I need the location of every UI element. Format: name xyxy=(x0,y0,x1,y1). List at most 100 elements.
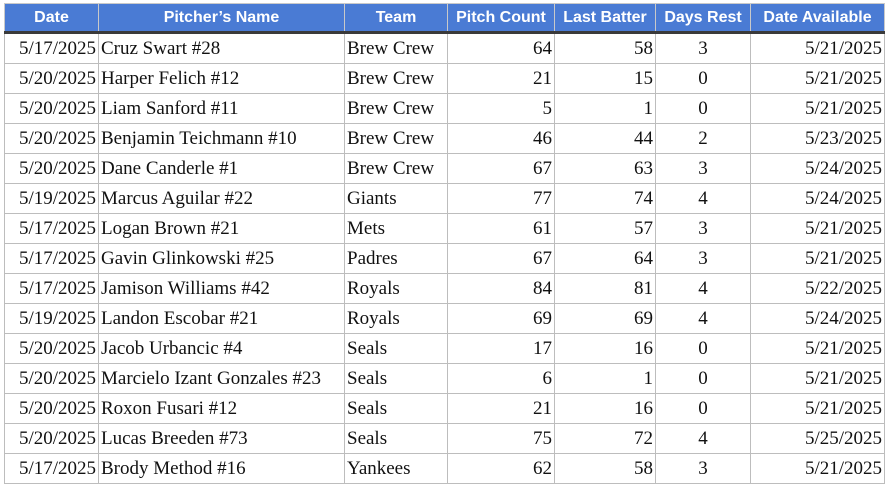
cell-pitcher-name[interactable]: Dane Canderle #1 xyxy=(98,153,345,184)
cell-pitch-count[interactable]: 46 xyxy=(447,123,555,154)
cell-date[interactable]: 5/17/2025 xyxy=(4,453,99,484)
cell-days-rest[interactable]: 0 xyxy=(655,333,751,364)
cell-pitch-count[interactable]: 21 xyxy=(447,393,555,424)
cell-pitcher-name[interactable]: Marcielo Izant Gonzales #23 xyxy=(98,363,345,394)
cell-last-batter[interactable]: 57 xyxy=(554,213,656,244)
cell-days-rest[interactable]: 0 xyxy=(655,393,751,424)
cell-date-available[interactable]: 5/21/2025 xyxy=(750,63,885,94)
cell-date[interactable]: 5/17/2025 xyxy=(4,243,99,274)
column-header-team[interactable]: Team xyxy=(344,3,448,34)
column-header-days-rest[interactable]: Days Rest xyxy=(655,3,751,34)
cell-pitch-count[interactable]: 17 xyxy=(447,333,555,364)
cell-last-batter[interactable]: 69 xyxy=(554,303,656,334)
cell-date-available[interactable]: 5/21/2025 xyxy=(750,333,885,364)
cell-pitch-count[interactable]: 77 xyxy=(447,183,555,214)
cell-last-batter[interactable]: 15 xyxy=(554,63,656,94)
cell-pitch-count[interactable]: 64 xyxy=(447,31,555,64)
cell-date-available[interactable]: 5/24/2025 xyxy=(750,303,885,334)
cell-last-batter[interactable]: 64 xyxy=(554,243,656,274)
cell-date-available[interactable]: 5/21/2025 xyxy=(750,363,885,394)
cell-pitcher-name[interactable]: Cruz Swart #28 xyxy=(98,31,345,64)
cell-date-available[interactable]: 5/21/2025 xyxy=(750,213,885,244)
cell-pitch-count[interactable]: 84 xyxy=(447,273,555,304)
cell-days-rest[interactable]: 3 xyxy=(655,213,751,244)
cell-date-available[interactable]: 5/25/2025 xyxy=(750,423,885,454)
cell-date-available[interactable]: 5/21/2025 xyxy=(750,393,885,424)
cell-date-available[interactable]: 5/24/2025 xyxy=(750,153,885,184)
cell-pitcher-name[interactable]: Brody Method #16 xyxy=(98,453,345,484)
cell-days-rest[interactable]: 4 xyxy=(655,273,751,304)
cell-days-rest[interactable]: 2 xyxy=(655,123,751,154)
cell-days-rest[interactable]: 3 xyxy=(655,453,751,484)
cell-pitch-count[interactable]: 75 xyxy=(447,423,555,454)
cell-pitcher-name[interactable]: Jacob Urbancic #4 xyxy=(98,333,345,364)
cell-pitcher-name[interactable]: Jamison Williams #42 xyxy=(98,273,345,304)
cell-team[interactable]: Brew Crew xyxy=(344,123,448,154)
cell-team[interactable]: Seals xyxy=(344,363,448,394)
cell-team[interactable]: Royals xyxy=(344,303,448,334)
column-header-pitch-count[interactable]: Pitch Count xyxy=(447,3,555,34)
cell-date-available[interactable]: 5/21/2025 xyxy=(750,93,885,124)
cell-days-rest[interactable]: 0 xyxy=(655,363,751,394)
cell-pitch-count[interactable]: 67 xyxy=(447,243,555,274)
cell-date-available[interactable]: 5/22/2025 xyxy=(750,273,885,304)
cell-date-available[interactable]: 5/21/2025 xyxy=(750,243,885,274)
cell-pitcher-name[interactable]: Logan Brown #21 xyxy=(98,213,345,244)
cell-last-batter[interactable]: 1 xyxy=(554,93,656,124)
cell-last-batter[interactable]: 63 xyxy=(554,153,656,184)
cell-date[interactable]: 5/17/2025 xyxy=(4,213,99,244)
column-header-last-batter[interactable]: Last Batter xyxy=(554,3,656,34)
cell-date[interactable]: 5/20/2025 xyxy=(4,423,99,454)
cell-team[interactable]: Padres xyxy=(344,243,448,274)
cell-pitcher-name[interactable]: Marcus Aguilar #22 xyxy=(98,183,345,214)
cell-date-available[interactable]: 5/23/2025 xyxy=(750,123,885,154)
cell-team[interactable]: Seals xyxy=(344,333,448,364)
cell-team[interactable]: Seals xyxy=(344,393,448,424)
cell-date[interactable]: 5/17/2025 xyxy=(4,273,99,304)
cell-date[interactable]: 5/20/2025 xyxy=(4,93,99,124)
cell-days-rest[interactable]: 3 xyxy=(655,243,751,274)
cell-days-rest[interactable]: 4 xyxy=(655,183,751,214)
cell-pitcher-name[interactable]: Harper Felich #12 xyxy=(98,63,345,94)
cell-last-batter[interactable]: 58 xyxy=(554,31,656,64)
cell-last-batter[interactable]: 16 xyxy=(554,393,656,424)
cell-last-batter[interactable]: 44 xyxy=(554,123,656,154)
column-header-date[interactable]: Date xyxy=(4,3,99,34)
cell-date[interactable]: 5/20/2025 xyxy=(4,153,99,184)
cell-pitch-count[interactable]: 69 xyxy=(447,303,555,334)
cell-date-available[interactable]: 5/24/2025 xyxy=(750,183,885,214)
cell-date[interactable]: 5/20/2025 xyxy=(4,363,99,394)
cell-last-batter[interactable]: 16 xyxy=(554,333,656,364)
cell-date[interactable]: 5/20/2025 xyxy=(4,393,99,424)
column-header-date-available[interactable]: Date Available xyxy=(750,3,885,34)
cell-last-batter[interactable]: 74 xyxy=(554,183,656,214)
cell-pitch-count[interactable]: 61 xyxy=(447,213,555,244)
cell-pitcher-name[interactable]: Liam Sanford #11 xyxy=(98,93,345,124)
cell-date[interactable]: 5/20/2025 xyxy=(4,333,99,364)
cell-date[interactable]: 5/19/2025 xyxy=(4,303,99,334)
cell-pitcher-name[interactable]: Landon Escobar #21 xyxy=(98,303,345,334)
cell-days-rest[interactable]: 0 xyxy=(655,93,751,124)
cell-team[interactable]: Mets xyxy=(344,213,448,244)
cell-pitcher-name[interactable]: Benjamin Teichmann #10 xyxy=(98,123,345,154)
cell-pitcher-name[interactable]: Lucas Breeden #73 xyxy=(98,423,345,454)
cell-date[interactable]: 5/17/2025 xyxy=(4,31,99,64)
cell-team[interactable]: Seals xyxy=(344,423,448,454)
cell-pitcher-name[interactable]: Roxon Fusari #12 xyxy=(98,393,345,424)
cell-days-rest[interactable]: 4 xyxy=(655,423,751,454)
cell-last-batter[interactable]: 1 xyxy=(554,363,656,394)
cell-days-rest[interactable]: 4 xyxy=(655,303,751,334)
cell-team[interactable]: Royals xyxy=(344,273,448,304)
cell-last-batter[interactable]: 81 xyxy=(554,273,656,304)
column-header-pitcher-name[interactable]: Pitcher’s Name xyxy=(98,3,345,34)
cell-date[interactable]: 5/20/2025 xyxy=(4,63,99,94)
cell-pitch-count[interactable]: 21 xyxy=(447,63,555,94)
cell-days-rest[interactable]: 3 xyxy=(655,153,751,184)
cell-team[interactable]: Brew Crew xyxy=(344,63,448,94)
cell-pitch-count[interactable]: 67 xyxy=(447,153,555,184)
cell-team[interactable]: Giants xyxy=(344,183,448,214)
cell-team[interactable]: Brew Crew xyxy=(344,31,448,64)
cell-date-available[interactable]: 5/21/2025 xyxy=(750,453,885,484)
cell-last-batter[interactable]: 58 xyxy=(554,453,656,484)
cell-pitch-count[interactable]: 6 xyxy=(447,363,555,394)
